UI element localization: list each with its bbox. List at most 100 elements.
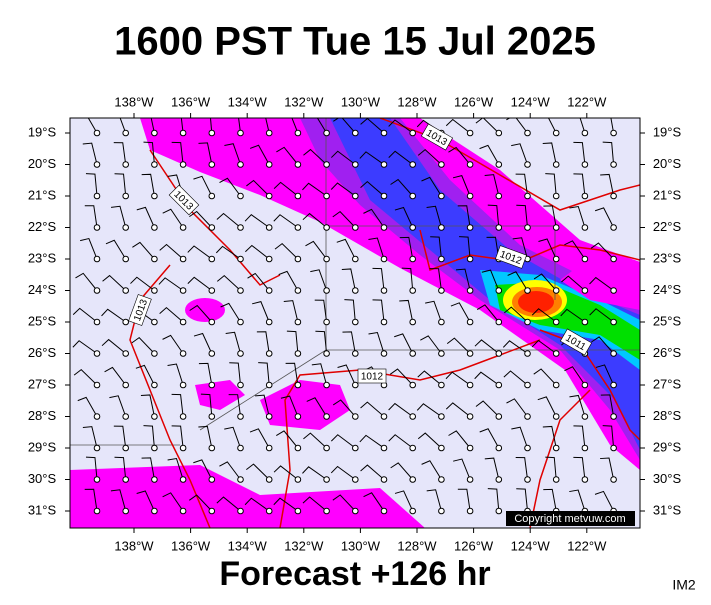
wind-barb <box>285 362 299 386</box>
station <box>208 161 216 168</box>
latitude-label: 29°S <box>653 439 682 454</box>
wind-barb <box>516 488 528 512</box>
station <box>581 161 589 168</box>
wind-barb <box>273 181 299 197</box>
station <box>151 381 158 389</box>
wind-barb <box>602 141 615 165</box>
station <box>466 444 474 452</box>
wind-barb <box>249 428 270 449</box>
wind-barb <box>73 368 98 386</box>
longitude-label: 124°W <box>511 94 551 109</box>
wind-barb <box>162 334 184 354</box>
wind-barb <box>189 304 213 323</box>
wind-barb <box>445 371 471 386</box>
station <box>151 413 158 420</box>
latitude-label: 23°S <box>653 250 682 265</box>
station <box>323 161 330 168</box>
station <box>352 444 359 452</box>
forecast-label: Forecast +126 hr <box>219 555 490 593</box>
station <box>208 350 216 357</box>
wind-barb <box>136 206 155 228</box>
wind-barb <box>229 362 241 386</box>
station <box>122 444 129 452</box>
station <box>466 350 474 357</box>
isobar-label-box <box>128 294 152 326</box>
station <box>466 381 474 389</box>
station <box>495 444 503 452</box>
station <box>93 476 101 483</box>
wind-barb <box>426 489 442 512</box>
station <box>237 350 244 357</box>
corner-label: IM2 <box>672 577 696 593</box>
wind-barb <box>131 336 155 354</box>
wind-barb <box>189 210 213 228</box>
station <box>552 192 560 200</box>
station <box>179 318 187 326</box>
station <box>93 161 101 168</box>
longitude-label: 124°W <box>511 538 551 553</box>
wind-barb <box>77 396 98 417</box>
station <box>495 192 503 200</box>
station <box>122 381 129 389</box>
station <box>409 224 417 231</box>
station <box>581 476 589 483</box>
station <box>208 507 216 515</box>
wind-barb <box>537 396 557 417</box>
station <box>352 129 359 137</box>
station <box>265 381 273 389</box>
wind-barb <box>600 394 615 417</box>
wind-barb <box>363 492 385 512</box>
wind-barb <box>573 456 586 480</box>
station <box>380 444 388 452</box>
station <box>524 318 531 326</box>
station <box>93 507 101 515</box>
wind-barb <box>110 489 127 512</box>
wind-barb <box>105 239 127 260</box>
station <box>495 476 503 483</box>
wind-barb <box>216 496 241 512</box>
wind-barb <box>390 178 414 197</box>
wind-barb <box>310 269 328 291</box>
longitude-label: 128°W <box>397 538 437 553</box>
wind-barb <box>238 118 241 134</box>
station <box>323 444 330 452</box>
wind-barb <box>600 457 615 480</box>
longitude-label: 136°W <box>171 94 211 109</box>
station <box>179 507 187 515</box>
wind-barb <box>102 274 127 291</box>
wind-barb <box>547 118 557 134</box>
wind-barb <box>360 180 385 197</box>
station <box>122 318 129 326</box>
wind-barb <box>225 331 241 354</box>
wind-barb <box>158 277 184 291</box>
station <box>294 192 302 200</box>
longitude-label: 136°W <box>171 538 211 553</box>
station <box>352 507 359 515</box>
wind-barb <box>187 245 213 260</box>
wind-barb <box>602 425 615 449</box>
station <box>179 444 187 452</box>
wind-barb <box>476 304 500 323</box>
station <box>352 224 359 231</box>
station <box>466 161 474 168</box>
wind-barb <box>72 307 98 323</box>
latitude-label: 30°S <box>653 471 682 486</box>
copyright-box <box>506 511 635 526</box>
station <box>524 161 531 168</box>
station <box>495 129 503 137</box>
latitude-label: 19°S <box>28 124 57 139</box>
station <box>524 129 531 137</box>
longitude-label: 134°W <box>228 94 268 109</box>
station <box>495 287 503 294</box>
wind-barb <box>487 204 500 228</box>
longitude-label: 138°W <box>114 538 154 553</box>
station <box>352 413 359 420</box>
station <box>610 350 617 357</box>
station <box>610 413 617 420</box>
station <box>352 381 359 389</box>
station <box>237 381 244 389</box>
wind-barb <box>569 394 586 417</box>
wind-barb <box>82 142 98 165</box>
station <box>265 507 273 515</box>
